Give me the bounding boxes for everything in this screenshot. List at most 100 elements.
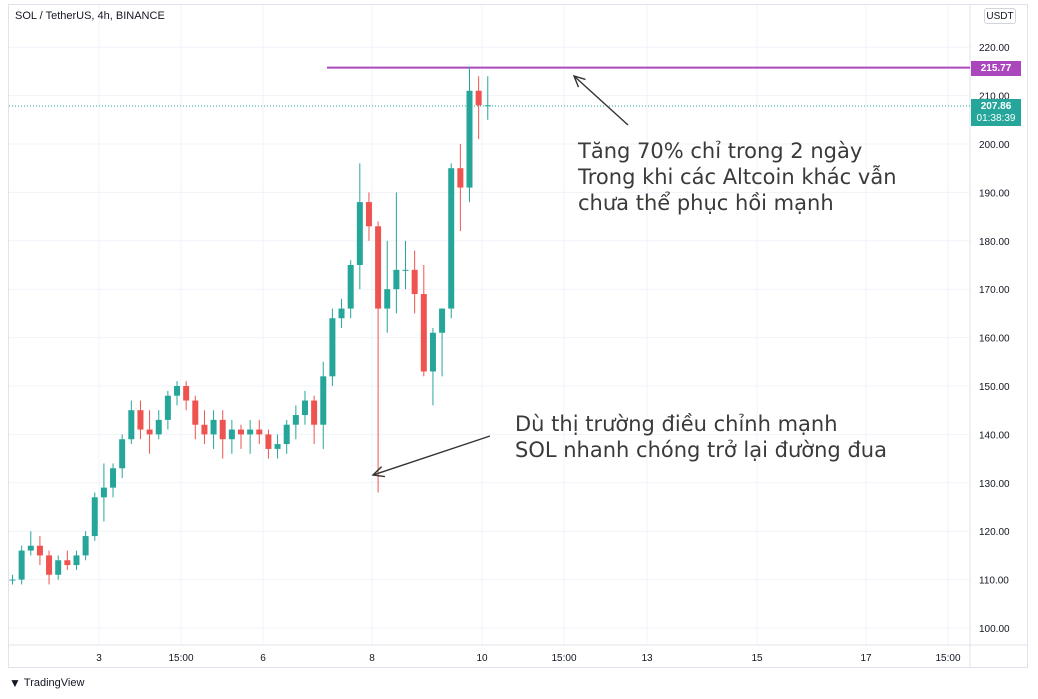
candle-body xyxy=(393,269,400,290)
candle xyxy=(36,536,43,566)
candle-body xyxy=(347,265,354,309)
candle-body xyxy=(356,202,363,265)
arrow-to-resistance-icon xyxy=(572,74,629,126)
top-annotation: Tăng 70% chỉ trong 2 ngày Trong khi các … xyxy=(578,138,897,216)
candle xyxy=(201,410,208,445)
candle-body xyxy=(155,419,162,435)
candle-body xyxy=(46,555,53,575)
bottom-annotation-line-1: Dù thị trường điều chỉnh mạnh xyxy=(515,412,838,436)
candle xyxy=(247,419,254,454)
candle xyxy=(55,555,62,580)
candle-body xyxy=(64,560,71,566)
x-tick-label: 6 xyxy=(260,653,266,664)
candle xyxy=(411,250,418,314)
candle-body xyxy=(137,410,144,430)
candle xyxy=(73,550,80,570)
candle xyxy=(375,221,382,493)
tradingview-logo-icon: ▼ xyxy=(9,676,21,690)
candle-body xyxy=(384,289,391,309)
bottom-annotation: Dù thị trường điều chỉnh mạnh SOL nhanh … xyxy=(515,411,887,463)
candle xyxy=(128,400,135,445)
candle xyxy=(119,434,126,478)
x-tick-label: 15:00 xyxy=(551,653,576,664)
candle-body xyxy=(73,555,80,566)
candle-body xyxy=(55,560,62,575)
countdown-label: 01:38:39 xyxy=(976,113,1016,124)
candle-body xyxy=(238,429,244,435)
candle xyxy=(137,400,144,440)
bottom-annotation-line-2: SOL nhanh chóng trở lại đường đua xyxy=(515,438,887,462)
candle-body xyxy=(292,415,299,425)
candles xyxy=(9,66,491,585)
candle-body xyxy=(110,468,117,488)
candle-body xyxy=(119,439,126,469)
candle xyxy=(439,308,446,377)
candle-body xyxy=(219,419,226,440)
candle xyxy=(228,419,235,454)
candle-body xyxy=(320,376,327,425)
candle-body xyxy=(210,419,217,435)
axes: 100.00 110.00 120.00 130.00 140.00 150.00 160.… xyxy=(9,5,1028,668)
candle xyxy=(256,419,263,445)
symbol-title[interactable]: SOL / TetherUS, 4h, BINANCE xyxy=(15,10,165,22)
candle-body xyxy=(448,168,455,309)
candle-body xyxy=(411,269,418,295)
horizontal-lines xyxy=(9,66,970,107)
tradingview-brand[interactable]: ▼ TradingView xyxy=(9,676,84,690)
candle-body xyxy=(365,202,372,227)
candle xyxy=(155,410,162,440)
candle-body xyxy=(429,332,436,372)
candle-body xyxy=(201,424,208,435)
candle xyxy=(64,550,71,570)
candle-body xyxy=(247,429,254,435)
candle-body xyxy=(164,395,171,420)
candle-body xyxy=(484,105,491,107)
candle-body xyxy=(301,400,308,416)
candle-body xyxy=(475,90,482,106)
x-tick-label: 15:00 xyxy=(168,653,193,664)
candle xyxy=(457,144,464,232)
candle xyxy=(164,390,171,430)
candle-body xyxy=(9,579,16,581)
candle xyxy=(82,531,89,561)
candle-body xyxy=(274,444,281,449)
candle xyxy=(356,163,363,290)
candle-body xyxy=(27,545,34,551)
top-annotation-line-3: chưa thể phục hồi mạnh xyxy=(578,191,834,215)
candle xyxy=(9,574,16,585)
y-tick-label: 220.00 xyxy=(979,43,1010,54)
candle-body xyxy=(420,294,427,372)
candle xyxy=(91,492,98,541)
top-annotation-line-1: Tăng 70% chỉ trong 2 ngày xyxy=(578,139,863,163)
candle xyxy=(27,531,34,556)
candle-body xyxy=(375,226,382,309)
candle xyxy=(183,381,190,411)
candle xyxy=(475,76,482,140)
candle xyxy=(393,192,400,314)
currency-badge[interactable]: USDT xyxy=(984,8,1016,24)
candle xyxy=(384,240,391,333)
x-tick-label: 3 xyxy=(96,653,102,664)
y-tick-label: 150.00 xyxy=(979,382,1010,393)
candle xyxy=(448,163,455,319)
candle-body xyxy=(265,434,272,449)
candle-body xyxy=(311,400,318,425)
candle xyxy=(46,550,53,585)
grid xyxy=(9,5,970,645)
candle xyxy=(292,405,299,440)
candle xyxy=(329,308,336,386)
brand-label: TradingView xyxy=(23,677,85,689)
current-price-tag: 207.86 01:38:39 xyxy=(971,99,1021,126)
y-tick-label: 100.00 xyxy=(979,624,1010,635)
y-tick-label: 210.00 xyxy=(979,92,1010,103)
candle-body xyxy=(18,550,25,580)
candle xyxy=(146,410,153,454)
candle-body xyxy=(183,386,190,401)
candle-body xyxy=(256,429,263,435)
candle-body xyxy=(128,410,135,440)
candle-body xyxy=(36,545,43,556)
y-tick-label: 130.00 xyxy=(979,479,1010,490)
candle-body xyxy=(82,536,89,556)
candle xyxy=(402,240,409,290)
